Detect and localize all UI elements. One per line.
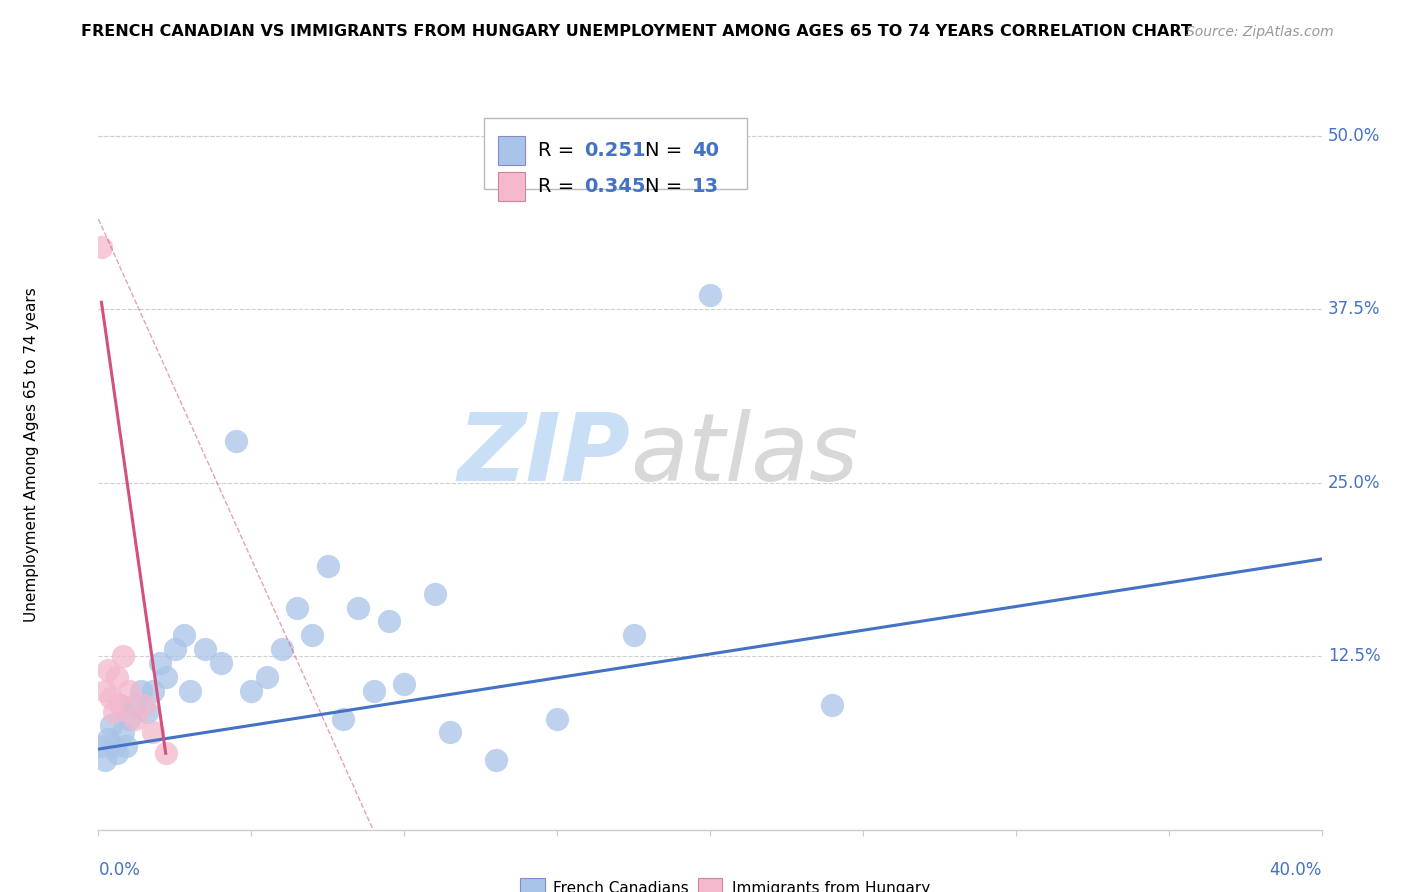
Point xyxy=(179,683,201,698)
FancyBboxPatch shape xyxy=(498,136,526,165)
Text: Unemployment Among Ages 65 to 74 years: Unemployment Among Ages 65 to 74 years xyxy=(24,287,38,623)
Text: ZIP: ZIP xyxy=(457,409,630,501)
Point xyxy=(392,677,416,691)
Text: 0.0%: 0.0% xyxy=(98,861,141,879)
Point xyxy=(623,628,645,642)
Point xyxy=(209,656,232,670)
Point xyxy=(155,746,177,760)
Point xyxy=(124,712,146,726)
Point xyxy=(285,600,308,615)
Point xyxy=(93,683,115,698)
Point xyxy=(100,690,122,705)
Point xyxy=(256,670,278,684)
Text: N =: N = xyxy=(645,178,689,196)
Point xyxy=(270,642,292,657)
Point xyxy=(118,683,141,698)
Point xyxy=(129,683,152,698)
Point xyxy=(90,240,112,254)
Point xyxy=(378,615,401,629)
Point xyxy=(439,725,461,739)
Point xyxy=(163,642,186,657)
Point xyxy=(111,725,134,739)
Text: N =: N = xyxy=(645,141,689,161)
Point xyxy=(546,712,568,726)
Point xyxy=(105,670,128,684)
Point xyxy=(240,683,263,698)
Text: 50.0%: 50.0% xyxy=(1327,127,1381,145)
Point xyxy=(332,712,354,726)
Point xyxy=(111,649,134,664)
Point xyxy=(136,705,159,719)
Point xyxy=(699,288,721,302)
Point xyxy=(115,739,138,754)
Point xyxy=(225,434,247,448)
Point xyxy=(423,587,446,601)
Point xyxy=(134,698,156,712)
Point xyxy=(103,705,125,719)
Text: 13: 13 xyxy=(692,178,718,196)
Point xyxy=(316,558,339,573)
Point xyxy=(347,600,370,615)
FancyBboxPatch shape xyxy=(520,879,546,892)
Point xyxy=(124,698,146,712)
Point xyxy=(301,628,323,642)
FancyBboxPatch shape xyxy=(484,118,747,189)
Point xyxy=(103,739,125,754)
FancyBboxPatch shape xyxy=(697,879,723,892)
Point xyxy=(142,683,165,698)
Point xyxy=(173,628,195,642)
Point xyxy=(108,698,131,712)
Point xyxy=(155,670,177,684)
Point xyxy=(194,642,217,657)
Point xyxy=(90,739,112,754)
Text: R =: R = xyxy=(537,141,581,161)
Point xyxy=(97,732,120,747)
Text: 0.251: 0.251 xyxy=(583,141,645,161)
Point xyxy=(821,698,844,712)
Text: R =: R = xyxy=(537,178,581,196)
Point xyxy=(105,746,128,760)
Text: 37.5%: 37.5% xyxy=(1327,301,1381,318)
Text: atlas: atlas xyxy=(630,409,859,500)
Point xyxy=(149,656,172,670)
Point xyxy=(108,698,131,712)
Text: French Canadians: French Canadians xyxy=(554,880,689,892)
Text: 25.0%: 25.0% xyxy=(1327,474,1381,491)
Text: 0.345: 0.345 xyxy=(583,178,645,196)
Point xyxy=(142,725,165,739)
Text: 12.5%: 12.5% xyxy=(1327,647,1381,665)
FancyBboxPatch shape xyxy=(498,172,526,201)
Text: 40: 40 xyxy=(692,141,718,161)
Point xyxy=(485,753,508,767)
Point xyxy=(93,753,115,767)
Point xyxy=(363,683,385,698)
Text: 40.0%: 40.0% xyxy=(1270,861,1322,879)
Text: Source: ZipAtlas.com: Source: ZipAtlas.com xyxy=(1187,25,1334,39)
Point xyxy=(97,663,120,677)
Text: FRENCH CANADIAN VS IMMIGRANTS FROM HUNGARY UNEMPLOYMENT AMONG AGES 65 TO 74 YEAR: FRENCH CANADIAN VS IMMIGRANTS FROM HUNGA… xyxy=(82,24,1192,39)
Point xyxy=(100,718,122,732)
Text: Immigrants from Hungary: Immigrants from Hungary xyxy=(733,880,931,892)
Point xyxy=(118,712,141,726)
